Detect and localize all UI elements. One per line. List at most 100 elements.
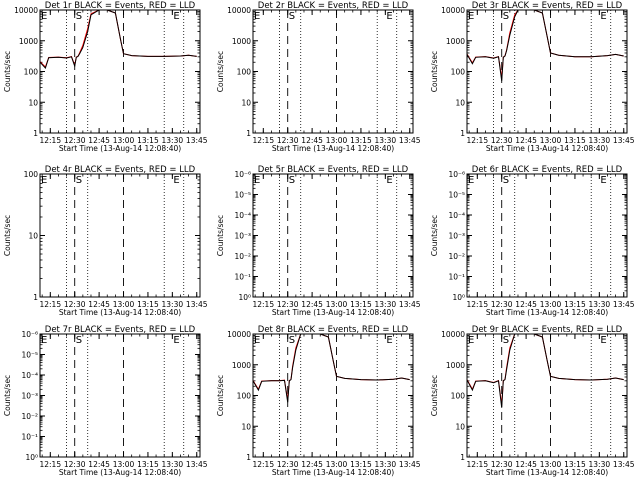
x-tick-label: 13:45: [613, 300, 635, 309]
x-tick-label: 13:15: [137, 136, 159, 145]
marker-e: E: [386, 175, 392, 186]
x-tick-label: 12:30: [64, 136, 86, 145]
x-tick-label: 12:45: [88, 460, 110, 469]
marker-e-start: E: [254, 175, 260, 186]
y-tick-label: 10000: [227, 6, 251, 15]
y-axis-label: Counts/sec: [430, 375, 439, 416]
x-tick-label: 13:00: [326, 136, 348, 145]
panel-title: Det 9r BLACK = Events, RED = LLD: [472, 325, 623, 335]
y-tick-label: 10⁻⁶: [448, 170, 465, 179]
x-tick-label: 12:30: [491, 300, 513, 309]
panel-title: Det 8r BLACK = Events, RED = LLD: [258, 325, 409, 335]
x-tick-label: 12:30: [277, 300, 299, 309]
y-tick-label: 10000: [14, 6, 38, 15]
panel-det-5: Det 5r BLACK = Events, RED = LLD 10⁰ 10⁻¹ 1…: [216, 165, 421, 317]
y-tick-label: 10⁻¹: [234, 273, 251, 282]
panel-frame: [466, 333, 628, 458]
marker-e-start: E: [468, 175, 474, 186]
y-tick-label: 10: [28, 232, 38, 241]
x-tick-label: 13:00: [113, 460, 135, 469]
series-line-events: [467, 10, 624, 81]
y-tick-label: 1000: [446, 361, 465, 370]
y-tick-label: 1000: [232, 361, 251, 370]
y-tick-label: 10⁻⁵: [448, 191, 465, 200]
y-tick-label: 10: [455, 98, 465, 107]
x-tick-label: 13:00: [113, 136, 135, 145]
marker-s: S: [289, 175, 295, 186]
x-tick-label: 12:15: [252, 460, 274, 469]
panel-det-3: Det 3r BLACK = Events, RED = LLD 1 10 100 10…: [430, 1, 635, 153]
y-tick-label: 100: [24, 170, 39, 179]
x-tick-label: 12:45: [88, 300, 110, 309]
marker-e-start: E: [41, 11, 47, 22]
x-tick-label: 13:30: [162, 460, 184, 469]
x-tick-label: 12:15: [466, 136, 488, 145]
x-tick-label: 13:15: [350, 460, 372, 469]
panel-frame: [466, 173, 628, 298]
x-tick-label: 13:15: [350, 300, 372, 309]
panel-title: Det 5r BLACK = Events, RED = LLD: [258, 165, 409, 175]
x-axis-label: Start Time (13-Aug-14 12:08:40): [272, 308, 394, 317]
x-tick-label: 13:30: [162, 300, 184, 309]
marker-e-start: E: [41, 335, 47, 346]
x-tick-label: 13:00: [326, 300, 348, 309]
x-tick-label: 13:15: [350, 136, 372, 145]
y-tick-label: 10⁻³: [234, 232, 251, 241]
x-tick-label: 13:00: [326, 460, 348, 469]
marker-e-start: E: [468, 11, 474, 22]
y-tick-label: 10000: [441, 6, 465, 15]
x-tick-label: 13:30: [589, 300, 611, 309]
y-tick-label: 1000: [446, 37, 465, 46]
marker-e: E: [386, 11, 392, 22]
marker-s: S: [76, 175, 82, 186]
y-axis-label: Counts/sec: [3, 215, 12, 256]
x-tick-label: 13:30: [375, 300, 397, 309]
y-tick-label: 10⁻⁴: [448, 211, 465, 220]
panel-frame: [252, 173, 414, 298]
y-tick-label: 10⁻⁶: [21, 330, 38, 339]
y-tick-label: 10⁻¹: [448, 273, 465, 282]
panel-det-7: Det 7r BLACK = Events, RED = LLD 10⁰ 10⁻¹ 1…: [3, 325, 208, 477]
x-tick-label: 12:45: [515, 136, 537, 145]
marker-e-start: E: [468, 335, 474, 346]
y-tick-label: 100: [451, 68, 466, 77]
x-tick-label: 13:00: [540, 136, 562, 145]
x-tick-label: 12:30: [277, 460, 299, 469]
x-axis-label: Start Time (13-Aug-14 12:08:40): [59, 144, 181, 153]
panel-title: Det 6r BLACK = Events, RED = LLD: [472, 165, 623, 175]
y-tick-label: 100: [451, 392, 466, 401]
y-axis-label: Counts/sec: [430, 215, 439, 256]
panel-title: Det 1r BLACK = Events, RED = LLD: [45, 1, 196, 11]
y-tick-label: 10⁰: [25, 453, 38, 462]
x-tick-label: 13:45: [399, 300, 421, 309]
x-tick-label: 12:15: [252, 300, 274, 309]
x-tick-label: 12:30: [277, 136, 299, 145]
x-tick-label: 12:45: [301, 136, 323, 145]
x-tick-label: 12:45: [301, 460, 323, 469]
x-tick-label: 13:00: [540, 300, 562, 309]
x-tick-label: 13:45: [186, 460, 208, 469]
x-tick-label: 13:15: [137, 460, 159, 469]
y-tick-label: 1000: [19, 37, 38, 46]
x-tick-label: 13:30: [589, 460, 611, 469]
marker-e-start: E: [254, 335, 260, 346]
marker-e: E: [173, 11, 179, 22]
y-tick-label: 1: [246, 129, 251, 138]
x-tick-label: 13:30: [375, 136, 397, 145]
y-tick-label: 10⁻⁴: [234, 211, 251, 220]
y-tick-label: 10⁻³: [448, 232, 465, 241]
y-tick-label: 10⁻¹: [21, 433, 38, 442]
y-tick-label: 10: [455, 422, 465, 431]
x-tick-label: 13:15: [564, 300, 586, 309]
x-tick-label: 12:45: [301, 300, 323, 309]
panel-title: Det 3r BLACK = Events, RED = LLD: [472, 1, 623, 11]
marker-e: E: [600, 11, 606, 22]
x-tick-label: 12:15: [466, 460, 488, 469]
x-tick-label: 12:30: [64, 460, 86, 469]
panel-title: Det 7r BLACK = Events, RED = LLD: [45, 325, 196, 335]
x-tick-label: 13:15: [137, 300, 159, 309]
x-tick-label: 13:45: [399, 136, 421, 145]
y-tick-label: 100: [24, 68, 39, 77]
x-axis-label: Start Time (13-Aug-14 12:08:40): [486, 308, 608, 317]
x-tick-label: 12:15: [39, 300, 61, 309]
